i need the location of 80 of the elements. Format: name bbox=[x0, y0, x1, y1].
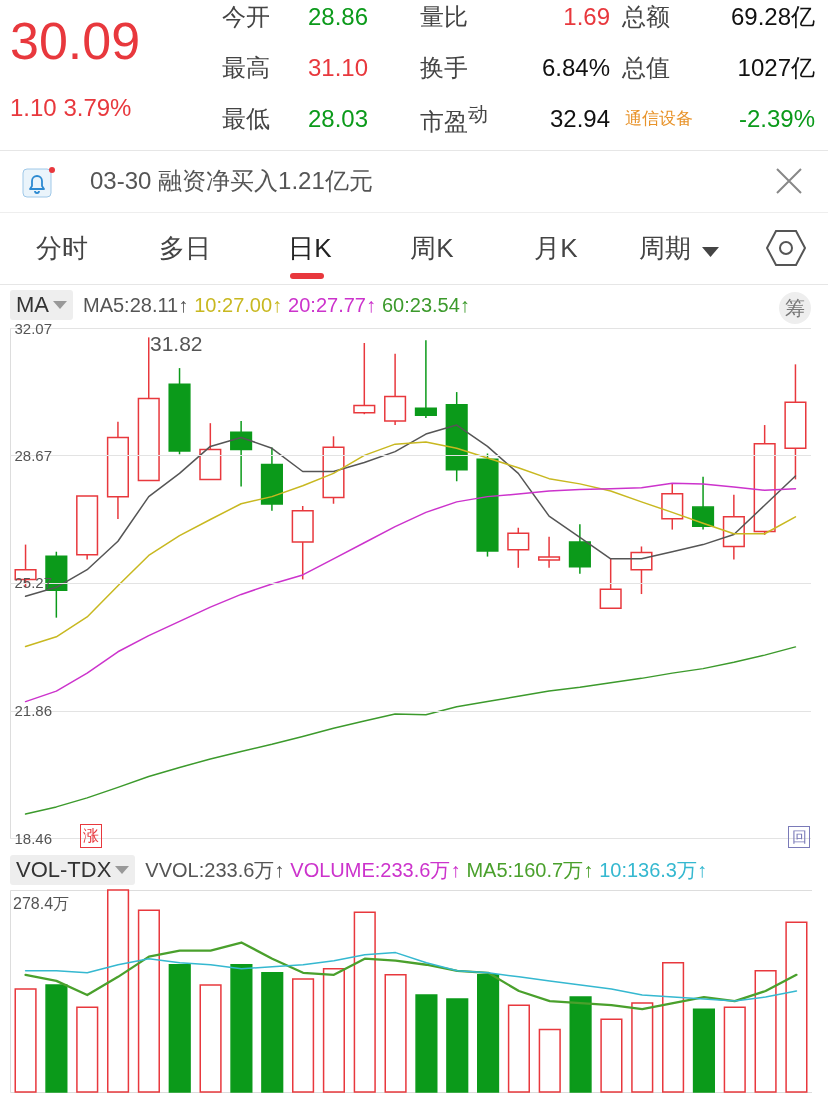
bar bbox=[353, 911, 376, 1093]
text: 69.28亿 bbox=[730, 2, 815, 31]
text: 周K bbox=[410, 232, 454, 263]
text: 28.86 bbox=[307, 2, 368, 31]
text: 1.10 3.79% bbox=[10, 93, 132, 122]
bar bbox=[631, 1002, 654, 1093]
series-label: VVOL:233.6万↑ bbox=[145, 857, 285, 883]
legend-title: MA bbox=[10, 290, 73, 320]
bar bbox=[76, 1006, 99, 1093]
text: 03-30 融资净买入1.21亿元 bbox=[90, 166, 373, 195]
annotation: 涨 bbox=[80, 824, 102, 848]
text: 总值 bbox=[622, 53, 670, 82]
text: 32.94 bbox=[549, 104, 610, 133]
text: 6.84% bbox=[541, 53, 610, 82]
y-tick-label: 28.67 bbox=[14, 446, 53, 464]
bar bbox=[692, 1008, 716, 1093]
candlestick bbox=[599, 558, 622, 610]
bar bbox=[600, 1018, 623, 1093]
bar bbox=[754, 970, 777, 1093]
text: 31.10 bbox=[307, 53, 368, 82]
bar bbox=[322, 968, 345, 1093]
text: 通信设备 bbox=[625, 108, 693, 129]
bar bbox=[477, 974, 500, 1093]
bar bbox=[168, 963, 191, 1093]
y-tick-label: 18.46 bbox=[14, 829, 53, 847]
text: 日K bbox=[288, 232, 332, 263]
bar bbox=[538, 1028, 561, 1093]
candlestick bbox=[230, 420, 253, 488]
bar bbox=[785, 921, 808, 1093]
candlestick bbox=[507, 526, 530, 569]
text: 28.03 bbox=[307, 104, 368, 133]
text: 1.69 bbox=[563, 2, 610, 31]
text: 30.09 bbox=[10, 12, 141, 71]
text: 分时 bbox=[36, 232, 88, 263]
bar bbox=[137, 909, 160, 1093]
bar bbox=[569, 996, 592, 1093]
annotation: 31.82 bbox=[150, 332, 203, 356]
bar bbox=[261, 972, 284, 1093]
bar bbox=[507, 1004, 530, 1093]
text: 周期 bbox=[639, 232, 691, 263]
bar bbox=[384, 974, 407, 1093]
text: 总额 bbox=[622, 2, 670, 31]
bar bbox=[230, 963, 253, 1093]
text: 最低 bbox=[222, 104, 270, 133]
text: 最高 bbox=[222, 53, 270, 82]
bar bbox=[106, 889, 130, 1093]
text: 今开 bbox=[222, 2, 270, 31]
candlestick bbox=[630, 545, 653, 595]
text: 筹 bbox=[779, 292, 811, 324]
text: 多日 bbox=[159, 232, 211, 263]
candlestick bbox=[353, 342, 376, 415]
annotation: 278.4万 bbox=[13, 894, 70, 914]
text: 20:27.77↑ bbox=[288, 293, 376, 317]
text: 10:136.3万↑ bbox=[599, 857, 707, 883]
bar bbox=[446, 998, 469, 1093]
text: 换手 bbox=[420, 53, 468, 82]
text: MA5:28.11↑ bbox=[83, 293, 189, 317]
text: 10:27.00↑ bbox=[194, 293, 283, 317]
candlestick bbox=[414, 339, 437, 419]
y-tick-label: 21.86 bbox=[14, 702, 53, 720]
text: MA5:160.7万↑ bbox=[466, 857, 594, 883]
bar bbox=[14, 988, 37, 1093]
legend-title: VOL-TDX bbox=[10, 855, 136, 885]
text: -2.39% bbox=[738, 104, 815, 133]
bar bbox=[292, 978, 315, 1093]
candlestick bbox=[691, 476, 715, 531]
annotation: 回 bbox=[788, 826, 810, 848]
text: 市盈$^{动}$ bbox=[420, 102, 488, 136]
text: 1027亿 bbox=[737, 53, 815, 82]
bar bbox=[415, 994, 438, 1093]
bar bbox=[199, 984, 222, 1093]
bar bbox=[662, 961, 685, 1093]
y-tick-label: 32.07 bbox=[14, 319, 53, 337]
bar bbox=[723, 1006, 746, 1093]
text: 月K bbox=[534, 232, 578, 263]
text: 量比 bbox=[420, 2, 468, 31]
text: 60:23.54↑ bbox=[381, 293, 470, 317]
text: VOLUME:233.6万↑ bbox=[290, 857, 461, 883]
bar bbox=[45, 984, 68, 1093]
candlestick bbox=[538, 535, 561, 569]
